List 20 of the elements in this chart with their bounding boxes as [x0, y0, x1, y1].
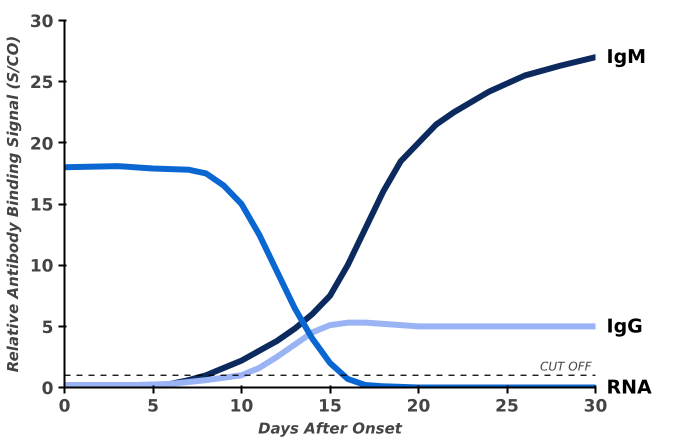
series-label: IgG [606, 315, 643, 338]
y-tick-label: 10 [30, 256, 54, 277]
x-axis-title: Days After Onset [258, 420, 403, 438]
series-label: RNA [606, 376, 652, 398]
y-tick-label: 0 [42, 379, 54, 399]
y-tick-label: 25 [30, 73, 54, 94]
x-tick-label: 15 [318, 396, 342, 416]
x-tick-label: 20 [406, 396, 430, 416]
y-tick-label: 15 [30, 196, 54, 216]
x-tick-label: 5 [147, 396, 159, 416]
series-label: IgM [606, 46, 646, 68]
x-tick-label: 0 [58, 396, 71, 416]
x-tick-label: 30 [584, 396, 608, 416]
y-tick-label: 30 [30, 12, 54, 32]
ref-line-label: CUT OFF [540, 359, 593, 374]
y-tick-label: 5 [42, 318, 54, 338]
y-tick-label: 20 [30, 134, 54, 154]
y-axis-title: Relative Antibody Binding Signal (S/CO) [4, 36, 22, 372]
x-tick-label: 25 [495, 396, 519, 416]
x-tick-label: 10 [230, 396, 254, 416]
